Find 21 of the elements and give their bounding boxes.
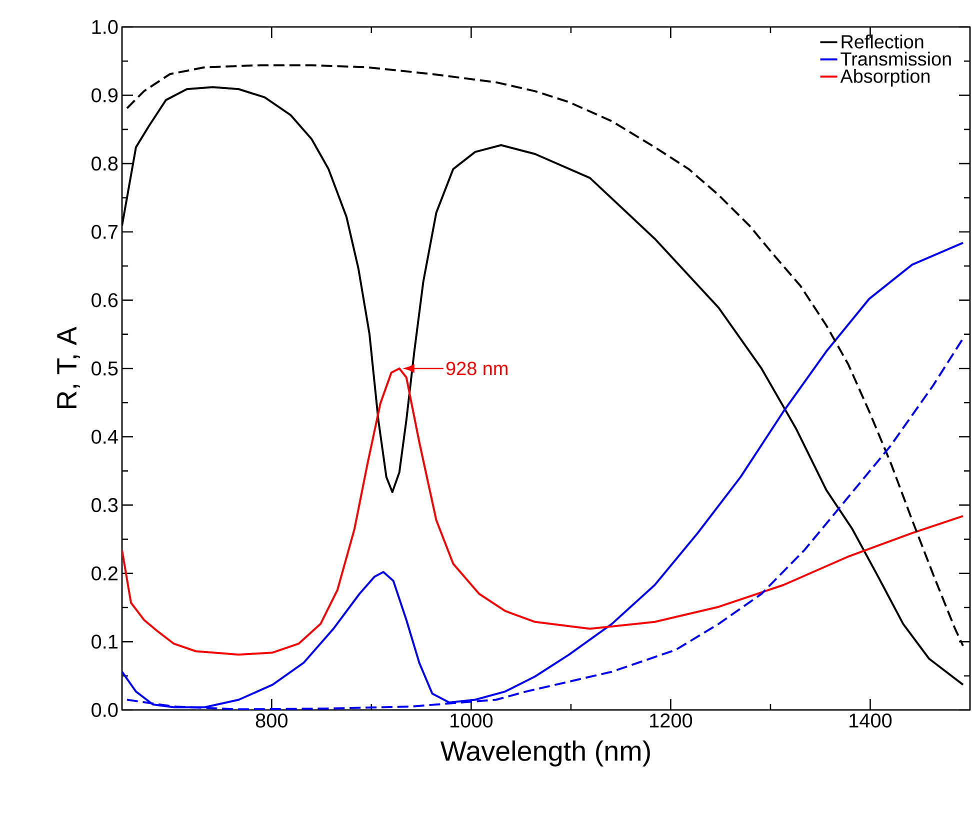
legend-label: Reflection [842, 34, 924, 48]
x-axis-title: Wavelength (nm) [440, 740, 650, 766]
y-tick-label: 0.7 [92, 224, 118, 239]
y-tick-label: 0.6 [92, 293, 118, 308]
legend-label: Absorption [840, 68, 930, 87]
y-tick-label: 0.5 [92, 361, 118, 376]
x-tick-label: 1000 [450, 714, 493, 728]
y-tick-label: 0.2 [92, 566, 118, 580]
y-axis-title: R, T, A [57, 326, 80, 408]
y-tick-label: 0.9 [92, 88, 118, 102]
legend-label: Transmission [840, 52, 951, 66]
x-tick-label: 800 [256, 714, 288, 728]
y-tick-label: 0.8 [92, 156, 118, 171]
x-tick-label: 1200 [650, 714, 692, 728]
x-tick-label: 1400 [850, 714, 892, 728]
y-tick-label: 0.1 [92, 634, 118, 649]
y-tick-label: 0.4 [92, 430, 118, 444]
y-tick-label: 1.0 [92, 20, 118, 34]
y-tick-label: 0.0 [92, 702, 118, 718]
y-tick-label: 0.3 [92, 498, 118, 512]
annotation: 928 nm [446, 362, 508, 376]
